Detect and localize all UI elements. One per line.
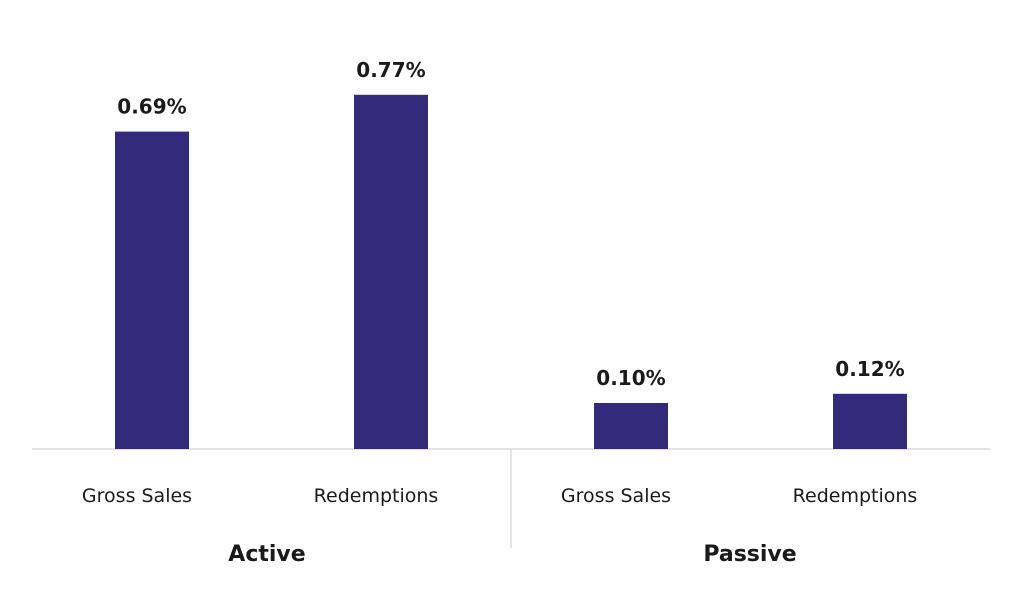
data-label: 0.12% xyxy=(835,357,904,381)
data-label: 0.77% xyxy=(356,58,425,82)
bar-active-gross-sales xyxy=(115,131,189,449)
data-label: 0.69% xyxy=(117,95,186,119)
data-label: 0.10% xyxy=(596,366,665,390)
category-tick-label: Gross Sales xyxy=(82,485,192,507)
category-tick-label: Redemptions xyxy=(793,485,918,507)
group-label-active: Active xyxy=(228,542,305,567)
bar-active-redemptions xyxy=(354,94,428,450)
bars-layer: 0.69% Gross Sales 0.77% Redemptions Active 0.… xyxy=(82,58,917,567)
category-tick-label: Gross Sales xyxy=(561,485,671,507)
category-tick-label: Redemptions xyxy=(314,485,439,507)
group-label-passive: Passive xyxy=(703,542,796,567)
bar-passive-gross-sales xyxy=(594,403,668,449)
bar-passive-redemptions xyxy=(833,393,907,449)
